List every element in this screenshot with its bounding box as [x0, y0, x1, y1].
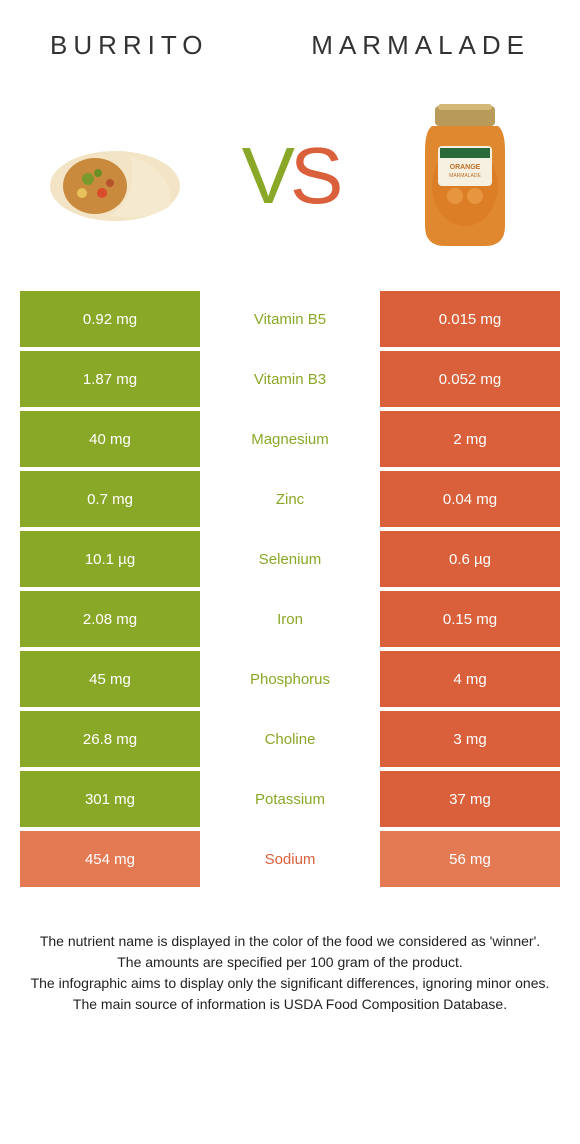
- svg-text:ORANGE: ORANGE: [450, 164, 481, 171]
- value-right: 0.015 mg: [380, 291, 560, 347]
- nutrient-row: 10.1 µgSelenium0.6 µg: [20, 531, 560, 587]
- vs-text: VS: [242, 130, 339, 222]
- value-left: 2.08 mg: [20, 591, 200, 647]
- value-left: 301 mg: [20, 771, 200, 827]
- nutrient-row: 2.08 mgIron0.15 mg: [20, 591, 560, 647]
- nutrient-row: 0.92 mgVitamin B50.015 mg: [20, 291, 560, 347]
- nutrient-label: Vitamin B5: [200, 291, 380, 347]
- nutrient-row: 40 mgMagnesium2 mg: [20, 411, 560, 467]
- nutrient-row: 301 mgPotassium37 mg: [20, 771, 560, 827]
- footer-line: The infographic aims to display only the…: [30, 973, 550, 994]
- footer-line: The nutrient name is displayed in the co…: [30, 931, 550, 952]
- nutrient-row: 0.7 mgZinc0.04 mg: [20, 471, 560, 527]
- footer-notes: The nutrient name is displayed in the co…: [0, 891, 580, 1015]
- value-left: 26.8 mg: [20, 711, 200, 767]
- value-right: 0.15 mg: [380, 591, 560, 647]
- marmalade-image: ORANGE MARMALADE: [390, 101, 540, 251]
- nutrient-table: 0.92 mgVitamin B50.015 mg1.87 mgVitamin …: [20, 291, 560, 887]
- burrito-image: [40, 101, 190, 251]
- hero-row: VS ORANGE MARMALADE: [0, 71, 580, 291]
- title-left: Burrito: [50, 30, 209, 61]
- value-right: 37 mg: [380, 771, 560, 827]
- nutrient-row: 26.8 mgCholine3 mg: [20, 711, 560, 767]
- value-right: 0.6 µg: [380, 531, 560, 587]
- comparison-infographic: Burrito Marmalade VS: [0, 0, 580, 1015]
- value-left: 40 mg: [20, 411, 200, 467]
- nutrient-label: Iron: [200, 591, 380, 647]
- value-left: 454 mg: [20, 831, 200, 887]
- value-left: 45 mg: [20, 651, 200, 707]
- nutrient-label: Zinc: [200, 471, 380, 527]
- nutrient-row: 454 mgSodium56 mg: [20, 831, 560, 887]
- nutrient-label: Potassium: [200, 771, 380, 827]
- nutrient-label: Sodium: [200, 831, 380, 887]
- value-right: 0.04 mg: [380, 471, 560, 527]
- value-right: 4 mg: [380, 651, 560, 707]
- nutrient-label: Choline: [200, 711, 380, 767]
- nutrient-label: Phosphorus: [200, 651, 380, 707]
- nutrient-row: 1.87 mgVitamin B30.052 mg: [20, 351, 560, 407]
- svg-text:MARMALADE: MARMALADE: [449, 173, 481, 179]
- nutrient-row: 45 mgPhosphorus4 mg: [20, 651, 560, 707]
- title-row: Burrito Marmalade: [0, 0, 580, 71]
- nutrient-label: Selenium: [200, 531, 380, 587]
- value-right: 0.052 mg: [380, 351, 560, 407]
- value-right: 2 mg: [380, 411, 560, 467]
- value-left: 10.1 µg: [20, 531, 200, 587]
- title-right: Marmalade: [311, 30, 530, 61]
- value-left: 1.87 mg: [20, 351, 200, 407]
- vs-s: S: [290, 131, 338, 220]
- nutrient-label: Magnesium: [200, 411, 380, 467]
- value-right: 3 mg: [380, 711, 560, 767]
- value-left: 0.92 mg: [20, 291, 200, 347]
- footer-line: The amounts are specified per 100 gram o…: [30, 952, 550, 973]
- value-left: 0.7 mg: [20, 471, 200, 527]
- value-right: 56 mg: [380, 831, 560, 887]
- nutrient-label: Vitamin B3: [200, 351, 380, 407]
- vs-v: V: [242, 131, 290, 220]
- footer-line: The main source of information is USDA F…: [30, 994, 550, 1015]
